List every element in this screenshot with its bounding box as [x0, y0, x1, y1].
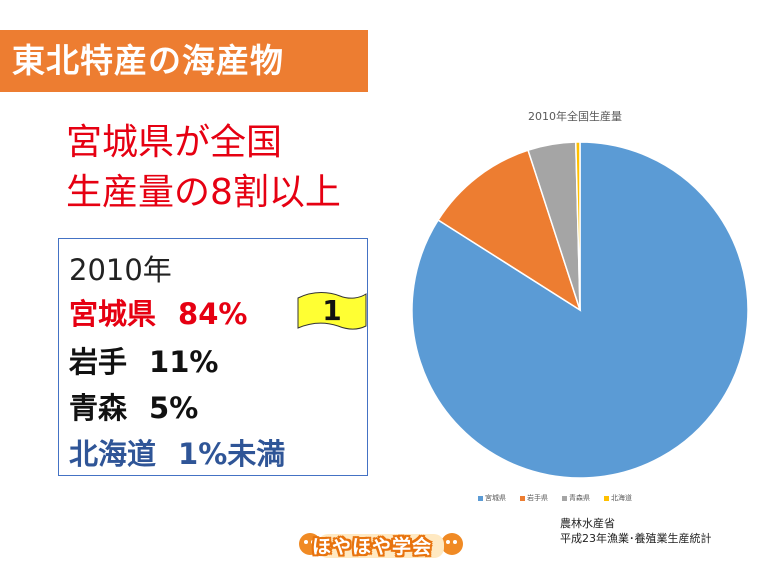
info-row-name: 青森	[69, 391, 128, 425]
legend-swatch	[604, 495, 609, 501]
source-line-1: 農林水産省	[560, 517, 615, 530]
rank-flag-icon	[297, 292, 367, 330]
info-year: 2010年	[69, 253, 172, 287]
rank-number: 1	[322, 294, 342, 327]
legend-swatch	[520, 495, 525, 501]
headline: 宮城県が全国 生産量の8割以上	[66, 118, 406, 218]
info-row-name: 宮城県	[69, 297, 157, 331]
hoya-logo-icon	[299, 533, 463, 558]
headline-line-2: 生産量の8割以上	[66, 172, 341, 213]
legend-label: 宮城県	[485, 494, 506, 502]
legend-item-0: 宮城県	[478, 493, 506, 503]
legend-item-2: 青森県	[562, 493, 590, 503]
logo-text: ほやほや学会	[312, 536, 433, 558]
info-row-miyagi: 宮城県 84%	[69, 291, 247, 333]
pie-chart	[411, 141, 749, 479]
pie-slice-0	[411, 141, 749, 479]
info-row-name: 岩手	[69, 345, 128, 379]
headline-line-1: 宮城県が全国	[66, 122, 283, 163]
source-line-2: 平成23年漁業･養殖業生産統計	[560, 532, 712, 545]
legend-label: 北海道	[611, 494, 632, 502]
info-row-pct: 5%	[149, 391, 199, 425]
chart-title: 2010年全国生産量	[528, 110, 622, 123]
legend-item-1: 岩手県	[520, 493, 548, 503]
info-row-iwate: 岩手 11%	[69, 339, 218, 381]
slide-title: 東北特産の海産物	[0, 30, 368, 92]
source-note: 農林水産省 平成23年漁業･養殖業生産統計	[560, 516, 712, 546]
info-row-name: 北海道	[69, 437, 157, 471]
legend-label: 岩手県	[527, 494, 548, 502]
production-share-box: 2010年 宮城県 84% 岩手 11% 青森 5% 北海道 1%未満	[58, 238, 368, 476]
info-row-hokkaido: 北海道 1%未満	[69, 431, 285, 473]
legend-item-3: 北海道	[604, 493, 632, 503]
chart-legend: 宮城県 岩手県 青森県 北海道	[478, 493, 646, 505]
legend-swatch	[562, 495, 567, 501]
legend-label: 青森県	[569, 494, 590, 502]
pie-slice-3	[575, 141, 581, 311]
info-row-pct: 84%	[178, 297, 248, 331]
legend-swatch	[478, 495, 483, 501]
info-row-aomori: 青森 5%	[69, 385, 198, 427]
pie-slice-1	[437, 149, 582, 312]
info-row-pct: 1%未満	[178, 437, 286, 471]
info-row-pct: 11%	[149, 345, 219, 379]
